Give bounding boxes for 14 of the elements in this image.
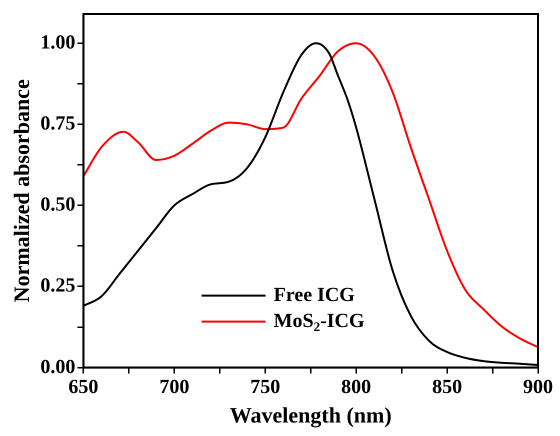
legend-label: Free ICG [274, 284, 356, 306]
x-tick-label: 700 [159, 376, 190, 398]
x-tick-label: 900 [523, 376, 553, 398]
y-axis-title: Normalized absorbance [8, 79, 34, 302]
x-tick-label: 650 [68, 376, 98, 398]
y-tick-label: 1.00 [40, 31, 76, 54]
y-tick-label: 0.50 [40, 194, 76, 216]
y-tick-label: 0.75 [40, 112, 76, 134]
x-tick-label: 800 [341, 376, 372, 398]
y-tick-label: 0.25 [40, 274, 76, 297]
x-axis-title: Wavelength (nm) [230, 402, 392, 428]
y-tick-label: 0.00 [40, 356, 76, 378]
x-tick-label: 850 [432, 376, 462, 398]
x-tick-label: 750 [250, 376, 280, 398]
